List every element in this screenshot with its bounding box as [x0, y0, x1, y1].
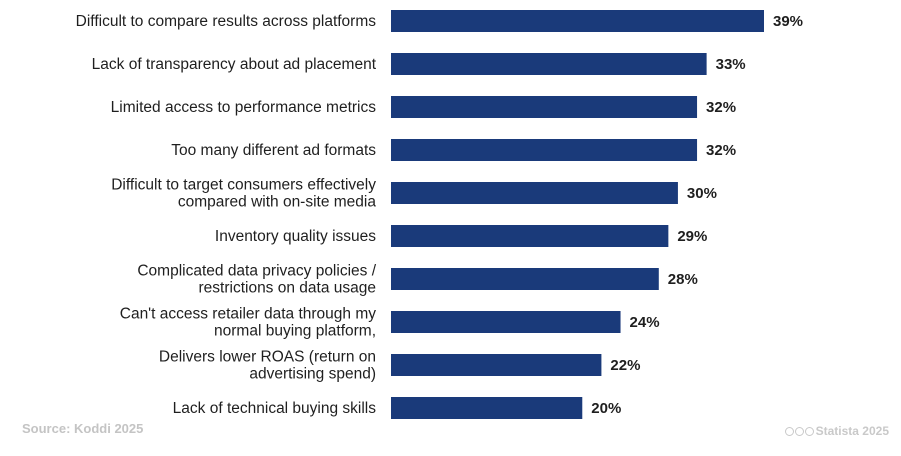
category-label: advertising spend): [249, 366, 376, 383]
category-label: compared with on-site media: [178, 194, 377, 211]
value-label: 20%: [591, 400, 621, 417]
bar-chart: 39% Difficult to compare results across p…: [76, 10, 803, 419]
value-label: 32%: [706, 99, 736, 116]
value-label: 29%: [677, 228, 707, 245]
bar: [391, 182, 678, 204]
category-label: Lack of technical buying skills: [173, 400, 377, 417]
value-label: 30%: [687, 185, 717, 202]
category-label: Limited access to performance metrics: [111, 99, 377, 116]
category-label: Lack of transparency about ad placement: [92, 56, 377, 73]
bar: [391, 397, 583, 419]
category-label: Too many different ad formats: [171, 142, 376, 159]
category-label: Can't access retailer data through my: [120, 306, 376, 323]
category-label: normal buying platform,: [214, 323, 376, 340]
bar: [391, 96, 698, 118]
value-label: 22%: [610, 357, 640, 374]
creative-commons-icon: [784, 426, 814, 436]
value-label: 33%: [716, 56, 746, 73]
credit-label: Statista 2025: [815, 424, 889, 438]
category-label: restrictions on data usage: [199, 280, 377, 297]
bar: [391, 354, 602, 376]
bar: [391, 53, 707, 75]
bar: [391, 139, 698, 161]
bar: [391, 311, 621, 333]
value-label: 32%: [706, 142, 736, 159]
category-label: Inventory quality issues: [215, 228, 376, 245]
category-label: Complicated data privacy policies /: [137, 263, 376, 280]
category-label: Difficult to compare results across plat…: [76, 13, 377, 30]
bar: [391, 268, 659, 290]
value-label: 28%: [668, 271, 698, 288]
bar: [391, 225, 669, 247]
category-label: Difficult to target consumers effectivel…: [111, 177, 376, 194]
value-label: 24%: [630, 314, 660, 331]
value-label: 39%: [773, 13, 803, 30]
bar: [391, 10, 764, 32]
category-label: Delivers lower ROAS (return on: [159, 349, 376, 366]
credit[interactable]: Statista 2025: [784, 424, 889, 438]
source-note: Source: Koddi 2025: [22, 421, 144, 436]
